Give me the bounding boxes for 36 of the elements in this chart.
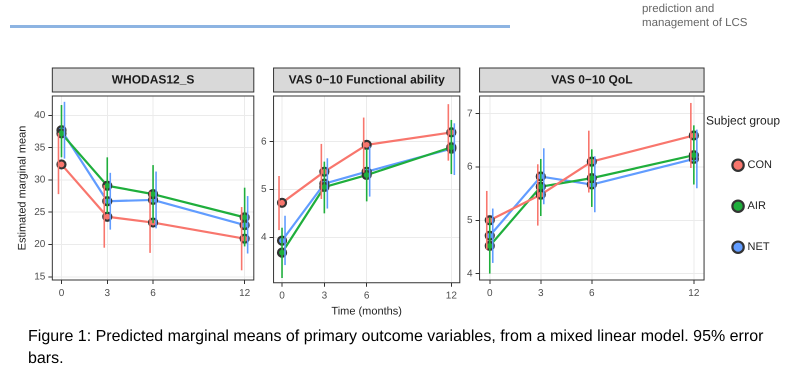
x-tick-label: 6 <box>150 288 156 299</box>
y-tick-label: 15 <box>34 272 46 283</box>
y-tick-label: 5 <box>467 215 473 226</box>
chart-title: WHODAS12_S <box>112 72 194 86</box>
x-tick-label: 0 <box>58 288 65 299</box>
y-tick-label: 30 <box>34 174 46 186</box>
legend-label: NET <box>748 241 770 254</box>
legend-label: CON <box>748 159 772 172</box>
y-tick-label: 6 <box>467 162 473 173</box>
x-tick-label: 0 <box>279 290 286 302</box>
legend-label: AIR <box>748 200 766 212</box>
y-tick-label: 25 <box>34 206 46 218</box>
x-axis-title: Time (months) <box>331 305 402 318</box>
y-tick-label: 5 <box>261 184 267 196</box>
chart-title: VAS 0−10 QoL <box>551 72 633 86</box>
y-tick-label: 6 <box>261 136 267 148</box>
y-tick-label: 7 <box>467 108 473 120</box>
x-tick-label: 3 <box>538 288 544 299</box>
y-tick-label: 35 <box>34 142 46 154</box>
x-tick-label: 3 <box>322 290 328 302</box>
x-tick-label: 3 <box>104 288 110 299</box>
y-axis-title: Estimated marginal mean <box>16 126 29 250</box>
chart-title: VAS 0−10 Functional ability <box>288 72 446 86</box>
x-tick-label: 12 <box>239 288 251 299</box>
x-tick-label: 12 <box>688 288 700 299</box>
y-tick-label: 4 <box>261 232 267 244</box>
y-tick-label: 40 <box>34 110 46 122</box>
y-tick-label: 4 <box>467 268 473 280</box>
x-tick-label: 12 <box>446 290 458 302</box>
x-tick-label: 6 <box>589 288 596 299</box>
legend-title: Subject group <box>706 114 780 128</box>
x-tick-label: 0 <box>486 288 493 299</box>
y-tick-label: 20 <box>34 239 46 250</box>
caption: Figure 1: Predicted marginal means of primary outcome variables, from a mixed linear model. 95% error bars. <box>28 327 764 369</box>
x-tick-label: 6 <box>364 290 370 302</box>
text: prediction and management of LCS <box>642 2 748 30</box>
